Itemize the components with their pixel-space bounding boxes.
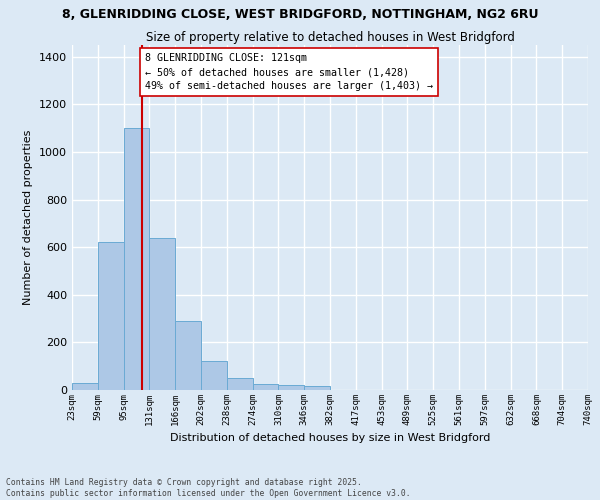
Bar (304, 386, 330, 390)
Bar (72, 383, 98, 390)
Bar (227, 378, 253, 390)
Bar (253, 384, 278, 390)
Y-axis label: Number of detached properties: Number of detached properties (23, 130, 34, 305)
Bar (149, 238, 175, 390)
Text: 8 GLENRIDDING CLOSE: 121sqm
← 50% of detached houses are smaller (1,428)
49% of : 8 GLENRIDDING CLOSE: 121sqm ← 50% of det… (145, 54, 433, 92)
Text: 8, GLENRIDDING CLOSE, WEST BRIDGFORD, NOTTINGHAM, NG2 6RU: 8, GLENRIDDING CLOSE, WEST BRIDGFORD, NO… (62, 8, 538, 20)
Bar (278, 385, 304, 390)
Bar (201, 362, 227, 390)
X-axis label: Distribution of detached houses by size in West Bridgford: Distribution of detached houses by size … (170, 434, 490, 444)
Title: Size of property relative to detached houses in West Bridgford: Size of property relative to detached ho… (146, 31, 514, 44)
Bar (124, 128, 149, 390)
Text: Contains HM Land Registry data © Crown copyright and database right 2025.
Contai: Contains HM Land Registry data © Crown c… (6, 478, 410, 498)
Bar (98, 242, 124, 390)
Bar (175, 321, 201, 390)
